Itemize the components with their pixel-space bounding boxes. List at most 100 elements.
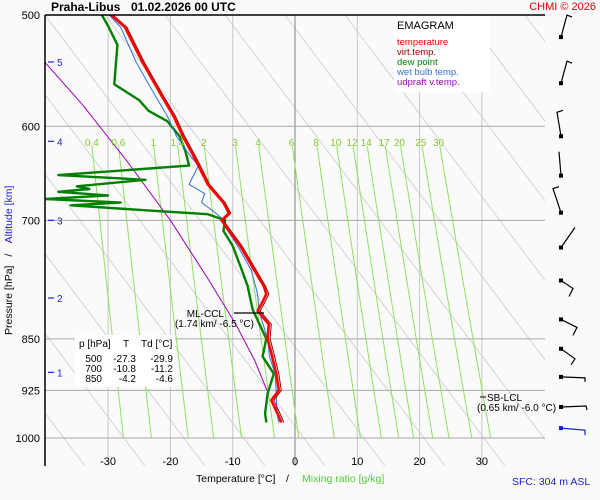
wind-barb-station-dot: [559, 173, 563, 178]
mixing-ratio-label: 0.6: [111, 138, 125, 149]
mixing-ratio-label: 1.4: [170, 138, 184, 149]
temperature-tick-label: 30: [476, 456, 488, 468]
sb-lcl-value: (0.65 km/ -6.0 °C): [477, 403, 556, 414]
wind-barb: [559, 227, 576, 250]
y-axis-pressure-label: Pressure [hPa]: [3, 265, 15, 335]
wind-barb: [559, 346, 576, 366]
mixing-ratio-line: [291, 146, 335, 439]
altitude-tick-label: 2: [57, 294, 63, 305]
wind-barb-station-dot: [559, 278, 563, 283]
updraft-virtual-temperature-line: [45, 61, 268, 391]
wind-barb-station-dot: [559, 426, 563, 431]
mixing-ratio-label: 2: [201, 138, 207, 149]
wind-barb: [559, 404, 588, 411]
mixing-ratio-label: 0.4: [85, 138, 99, 149]
wind-barb-shaft: [560, 60, 573, 84]
wind-barb: [559, 317, 578, 336]
dry-adiabat-line: [284, 15, 545, 361]
mixing-ratio-line: [118, 146, 152, 439]
mixing-ratio-line: [352, 146, 400, 439]
wind-barb-station-dot: [559, 134, 563, 139]
table-cell: -29.9: [150, 354, 173, 365]
pressure-tick-label: 500: [22, 10, 40, 22]
pressure-tick-label: 700: [22, 215, 40, 227]
temperature-tick-label: -20: [162, 456, 178, 468]
mixing-ratio-label: 1: [151, 138, 157, 149]
mixing-ratio-label: 8: [313, 138, 319, 149]
mixing-ratio-label: 3: [232, 138, 238, 149]
table-row: 500 -27.3 -29.9: [85, 354, 173, 365]
altitude-tick-label: 5: [57, 58, 63, 69]
y-axis-separator: /: [3, 254, 15, 257]
wind-barb-shaft: [560, 318, 578, 336]
table-cell: -4.6: [156, 374, 174, 385]
mixing-ratio-label: 12: [347, 138, 359, 149]
temperature-tick-label: 20: [413, 456, 425, 468]
table-cell: 850: [85, 374, 102, 385]
x-axis-temp-label: Temperature [°C]: [196, 473, 276, 485]
sb-lcl-label: SB-LCL: [487, 393, 522, 404]
wind-barb-shaft: [560, 376, 586, 382]
legend-item-wet-bulb: wet bulb temp.: [396, 67, 459, 78]
dry-adiabat-line: [585, 15, 600, 466]
mixing-ratio-line: [400, 146, 450, 439]
ml-ccl-value: (1.74 km/ -6.5 °C): [175, 319, 254, 330]
temperature-tick-label: -30: [100, 456, 116, 468]
dry-adiabat-line: [45, 15, 386, 466]
wind-barb: [552, 186, 563, 215]
surface-elevation: SFC: 304 m ASL: [512, 476, 590, 488]
summary-table-box: [75, 335, 175, 387]
wind-barb-shaft: [560, 280, 574, 297]
temperature-tick-label: 10: [351, 456, 363, 468]
mixing-ratio-label: 4: [255, 138, 261, 149]
table-cell: -10.8: [113, 364, 136, 375]
wind-barb-station-dot: [559, 210, 563, 215]
wind-barb-shaft: [558, 151, 562, 176]
dew-point-line: [45, 15, 275, 423]
wind-barb-shaft: [560, 405, 588, 411]
dry-adiabat-line: [45, 173, 266, 466]
pressure-tick-label: 600: [22, 121, 40, 133]
mixing-ratio-line: [421, 146, 473, 439]
mixing-ratio-label: 25: [415, 138, 427, 149]
mixing-ratio-line: [91, 146, 124, 439]
table-header-p: p [hPa]: [79, 339, 111, 350]
wind-barb: [559, 374, 586, 382]
legend-item-virt-temp: virt.temp.: [397, 47, 436, 58]
y-axis-altitude-label: Altitude [km]: [3, 186, 15, 244]
wind-barb-shaft: [552, 186, 562, 213]
table-cell: -27.3: [113, 354, 136, 365]
legend-box: [394, 16, 490, 92]
mixing-ratio-label: 20: [394, 138, 406, 149]
dry-adiabat-line: [45, 252, 206, 466]
wind-barb-station-dot: [559, 346, 563, 351]
table-row: 700 -10.8 -11.2: [85, 364, 173, 375]
wind-barb: [559, 278, 574, 297]
ml-ccl-label: ML-CCL: [187, 309, 225, 320]
legend-item-temperature: temperature: [397, 37, 448, 48]
mixing-ratio-label: 30: [433, 138, 445, 149]
wind-barb-station-dot: [559, 317, 563, 322]
wind-barb-station-dot: [559, 245, 563, 250]
table-cell: -4.2: [119, 374, 137, 385]
table-row: 850 -4.2 -4.6: [85, 374, 173, 385]
temperature-tick-label: 0: [292, 456, 298, 468]
axes: 0.4 0.6 1 1.4 2 3 4 6 8 10 12 14 17 20 25 3050060070085…: [16, 10, 545, 468]
wind-barb: [558, 151, 563, 178]
mixing-ratio-label: 10: [330, 138, 342, 149]
wind-barb: [556, 109, 564, 139]
copyright: CHMI © 2026: [529, 1, 596, 13]
mixing-ratio-line: [439, 146, 492, 439]
wind-barb-station-dot: [559, 404, 563, 409]
sounding-datetime: 01.02.2026 00 UTC: [131, 0, 236, 14]
mixing-ratio-line: [258, 146, 300, 439]
table-header-t: T: [123, 339, 129, 350]
pressure-tick-label: 1000: [16, 433, 40, 445]
altitude-tick-label: 1: [57, 368, 63, 379]
temperature-line: [110, 15, 283, 423]
wind-barb-shaft: [560, 14, 573, 38]
wind-barb-station-dot: [559, 374, 563, 379]
pressure-tick-label: 850: [22, 334, 40, 346]
wind-barb-shaft: [560, 348, 576, 366]
